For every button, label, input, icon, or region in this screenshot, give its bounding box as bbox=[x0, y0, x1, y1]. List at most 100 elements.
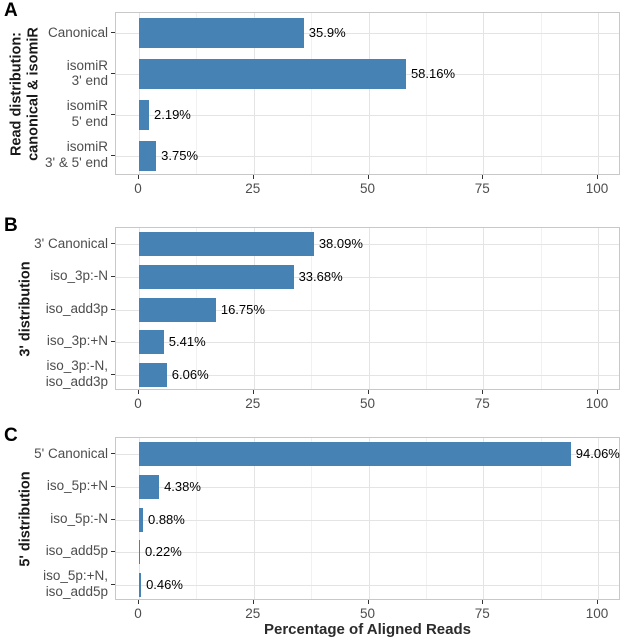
panel-letter-c: C bbox=[4, 425, 18, 446]
major-gridline bbox=[598, 438, 600, 599]
y-tick-mark bbox=[111, 154, 115, 156]
x-tick-mark bbox=[367, 600, 369, 604]
bar-b-3 bbox=[138, 330, 164, 355]
x-tick-label: 0 bbox=[134, 606, 142, 621]
x-tick-label: 75 bbox=[474, 181, 490, 196]
x-tick-label: 25 bbox=[245, 181, 261, 196]
y-tick-mark bbox=[111, 485, 115, 487]
x-tick-mark bbox=[482, 600, 484, 604]
panel-letter-a: A bbox=[4, 0, 18, 21]
category-gridline bbox=[116, 342, 619, 344]
value-label: 4.38% bbox=[164, 478, 201, 494]
category-label: iso_3p:-N bbox=[50, 268, 108, 284]
minor-gridline bbox=[311, 438, 313, 599]
x-tick-label: 50 bbox=[359, 396, 376, 411]
minor-gridline bbox=[311, 13, 313, 174]
major-gridline bbox=[253, 438, 255, 599]
y-tick-mark bbox=[111, 373, 115, 375]
x-tick-mark bbox=[482, 390, 484, 394]
x-tick-mark bbox=[252, 600, 254, 604]
category-gridline bbox=[116, 486, 619, 488]
x-tick-label: 100 bbox=[585, 606, 609, 621]
y-tick-mark bbox=[111, 518, 115, 520]
category-gridline bbox=[116, 552, 619, 554]
bar-c-3 bbox=[138, 540, 141, 565]
y-tick-mark bbox=[111, 275, 115, 277]
category-label: iso_add3p bbox=[45, 300, 108, 316]
category-gridline bbox=[116, 155, 619, 157]
category-gridline bbox=[116, 584, 619, 586]
x-tick-label: 50 bbox=[359, 181, 376, 196]
x-tick-label: 25 bbox=[245, 396, 261, 411]
major-gridline bbox=[483, 13, 485, 174]
x-tick-label: 0 bbox=[134, 396, 142, 411]
category-label: isomiR 5' end bbox=[66, 98, 108, 129]
value-label: 16.75% bbox=[220, 301, 265, 317]
plot-panel: 35.9% 58.16% 2.19% 3.75% bbox=[115, 12, 620, 175]
x-tick-mark bbox=[137, 600, 139, 604]
x-tick-label: 25 bbox=[245, 606, 261, 621]
bar-a-1 bbox=[138, 59, 406, 90]
x-tick-mark bbox=[482, 175, 484, 179]
x-tick-label: 100 bbox=[585, 181, 609, 196]
y-tick-mark bbox=[111, 308, 115, 310]
category-gridline bbox=[116, 309, 619, 311]
value-label: 0.88% bbox=[147, 511, 185, 527]
category-gridline bbox=[116, 114, 619, 116]
value-label: 6.06% bbox=[171, 366, 209, 382]
plot-panel: 94.06% 4.38% 0.88% 0.22% 0.46% bbox=[115, 437, 620, 600]
x-axis-title: Percentage of Aligned Reads bbox=[264, 621, 471, 638]
value-label: 2.19% bbox=[154, 106, 191, 122]
category-label: isomiR 3' end bbox=[66, 57, 108, 89]
y-tick-mark bbox=[111, 73, 115, 75]
value-label: 35.9% bbox=[308, 25, 346, 41]
panel-letter-b: B bbox=[4, 215, 18, 236]
value-label: 0.22% bbox=[144, 544, 182, 560]
x-tick-mark bbox=[597, 175, 599, 179]
minor-gridline bbox=[196, 438, 198, 599]
major-gridline bbox=[598, 13, 600, 174]
minor-gridline bbox=[196, 13, 198, 174]
category-label: iso_5p:-N bbox=[50, 510, 108, 526]
category-label: 5' Canonical bbox=[34, 445, 108, 461]
y-tick-mark bbox=[111, 243, 115, 245]
y-tick-mark bbox=[111, 551, 115, 553]
bar-c-1 bbox=[138, 474, 160, 499]
category-label: iso_5p:+N, iso_add5p bbox=[43, 568, 108, 599]
value-label: 3.75% bbox=[161, 147, 199, 163]
y-tick-mark bbox=[111, 341, 115, 343]
x-tick-label: 100 bbox=[585, 396, 609, 411]
minor-gridline bbox=[540, 438, 542, 599]
category-label: iso_3p:-N, iso_add3p bbox=[45, 358, 108, 389]
bar-a-0 bbox=[138, 18, 304, 49]
major-gridline bbox=[368, 13, 370, 174]
y-tick-mark bbox=[111, 32, 115, 34]
major-gridline bbox=[598, 228, 600, 389]
minor-gridline bbox=[425, 13, 427, 174]
x-tick-mark bbox=[367, 390, 369, 394]
bar-b-0 bbox=[138, 232, 314, 257]
x-tick-mark bbox=[597, 600, 599, 604]
value-label: 94.06% bbox=[575, 446, 620, 462]
x-tick-mark bbox=[252, 390, 254, 394]
bar-c-2 bbox=[138, 507, 143, 532]
minor-gridline bbox=[425, 438, 427, 599]
y-tick-mark bbox=[111, 583, 115, 585]
major-gridline bbox=[253, 228, 255, 389]
x-tick-mark bbox=[367, 175, 369, 179]
y-tick-mark bbox=[111, 453, 115, 455]
value-label: 38.09% bbox=[318, 236, 363, 252]
bar-b-1 bbox=[138, 264, 294, 289]
minor-gridline bbox=[540, 228, 542, 389]
plot-panel: 38.09% 33.68% 16.75% 5.41% 6.06% bbox=[115, 227, 620, 390]
category-gridline bbox=[116, 374, 619, 376]
category-gridline bbox=[116, 33, 619, 35]
value-label: 5.41% bbox=[168, 334, 206, 350]
value-label: 33.68% bbox=[298, 268, 343, 284]
value-label: 58.16% bbox=[410, 66, 456, 82]
bar-b-2 bbox=[138, 297, 216, 322]
minor-gridline bbox=[540, 13, 542, 174]
major-gridline bbox=[253, 13, 255, 174]
category-gridline bbox=[116, 519, 619, 521]
minor-gridline bbox=[425, 228, 427, 389]
